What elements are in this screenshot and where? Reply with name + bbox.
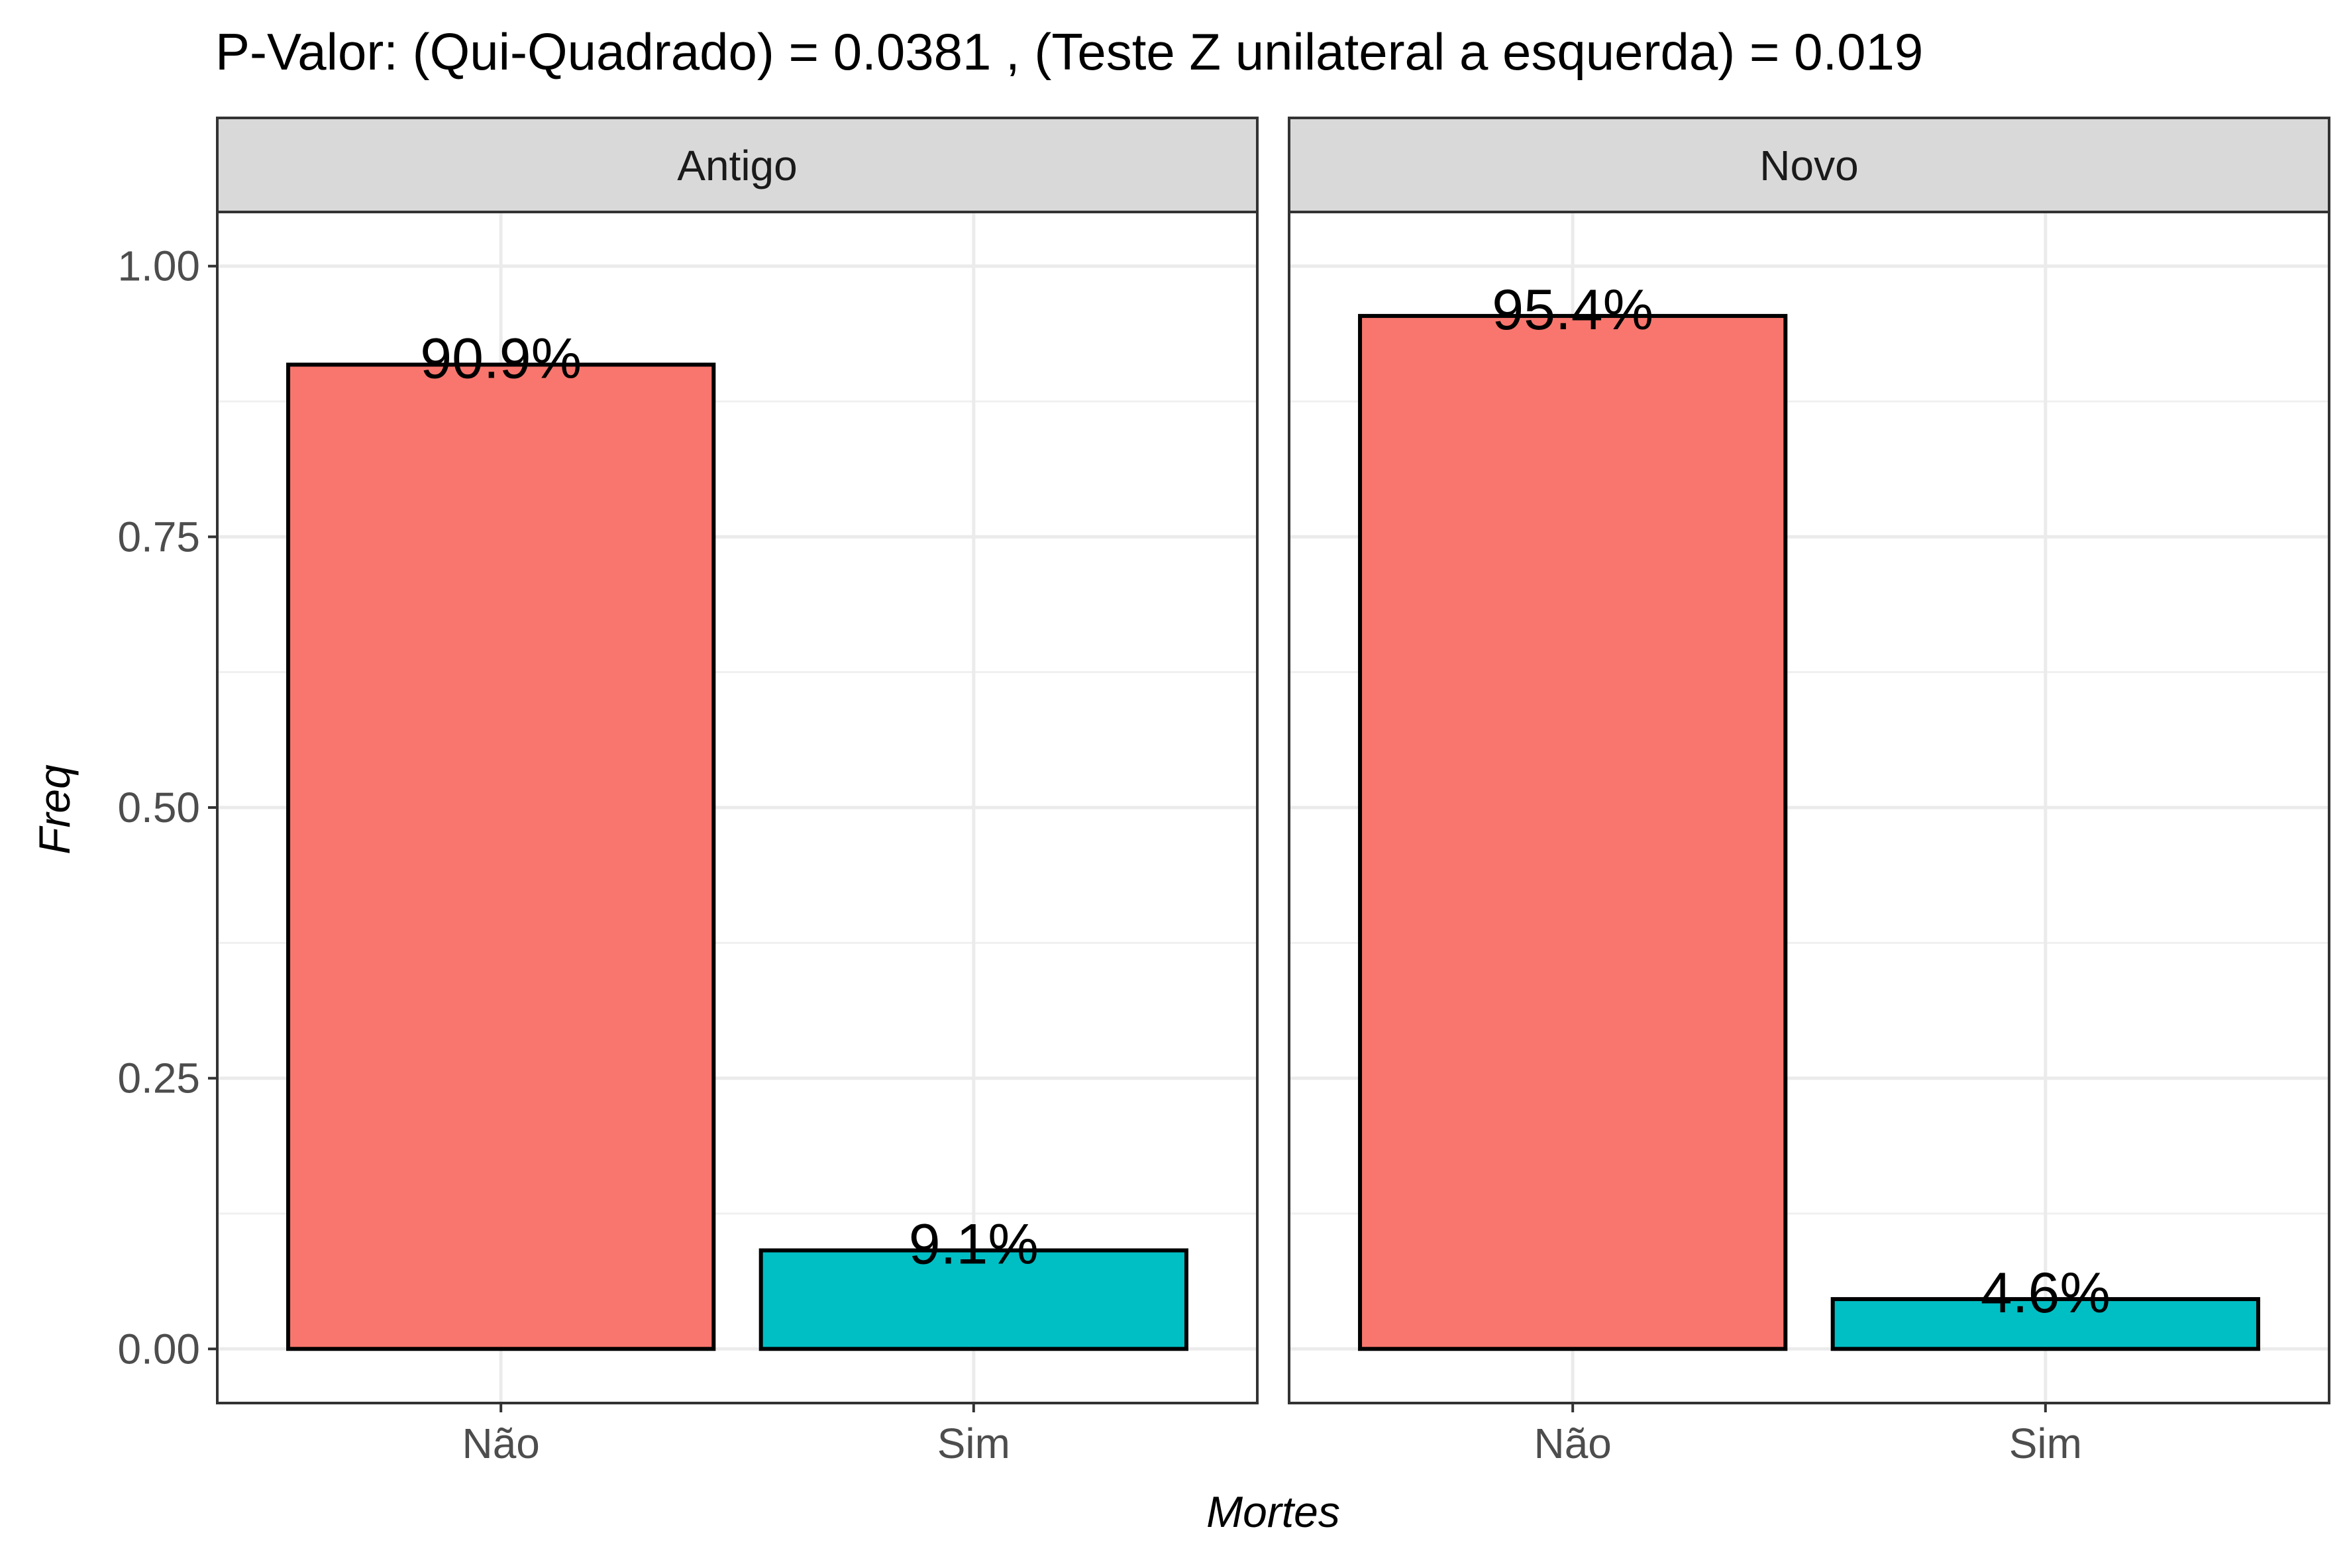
y-tick-label: 0.25 — [117, 1055, 200, 1102]
y-tick-label: 0.50 — [117, 784, 200, 831]
facet-panel-antigo: 90.9% 9.1% Antigo Não Sim — [216, 117, 1259, 1467]
chart-title: P-Valor: (Qui-Quadrado) = 0.0381 , (Test… — [215, 23, 1923, 81]
x-axis-label: Mortes — [1206, 1487, 1340, 1536]
facet-strip-label: Novo — [1759, 142, 1858, 189]
data-label: 9.1% — [909, 1213, 1039, 1277]
y-tick-label: 1.00 — [117, 242, 200, 290]
facet-panel-novo: 95.4% 4.6% Novo Não Sim — [1288, 117, 2330, 1467]
y-tick-label: 0.00 — [117, 1325, 200, 1373]
x-tick-label: Não — [462, 1420, 539, 1467]
data-label: 95.4% — [1492, 278, 1653, 342]
bar-antigo-nao — [286, 362, 716, 1351]
y-axis-label: Freq — [30, 764, 79, 855]
bar-novo-nao — [1358, 313, 1788, 1351]
facet-strip — [216, 117, 1259, 213]
plot-layer: 90.9% 9.1% Antigo Não Sim 95.4% 4.6% Novo Não Sim… — [117, 117, 2330, 1467]
bar-antigo-sim — [758, 1248, 1188, 1351]
facet-strip-label: Antigo — [677, 142, 797, 189]
facet-strip — [1288, 117, 2330, 213]
data-label: 90.9% — [420, 327, 582, 390]
x-tick-label: Sim — [937, 1420, 1010, 1467]
y-tick-label: 0.75 — [117, 513, 200, 560]
x-tick-label: Não — [1534, 1420, 1611, 1467]
data-label: 4.6% — [1981, 1261, 2111, 1325]
bar-novo-sim — [1830, 1297, 2260, 1351]
x-tick-label: Sim — [2009, 1420, 2082, 1467]
